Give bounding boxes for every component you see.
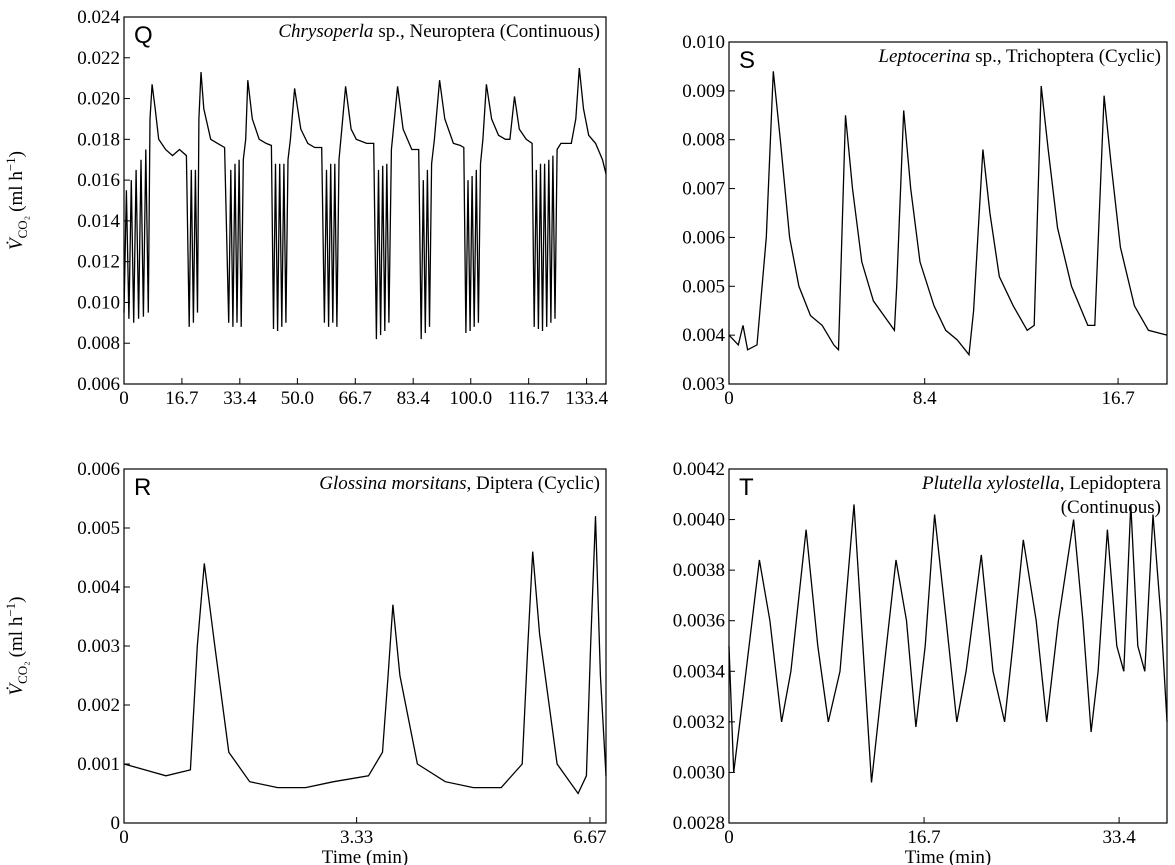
y-tick-label: 0.008: [682, 130, 725, 151]
title-text: , Diptera (Cyclic): [467, 473, 600, 494]
y-tick-label: 0.005: [77, 518, 120, 539]
x-tick-label: 16.7: [1101, 388, 1134, 409]
x-tick-label: 0: [724, 827, 734, 848]
data-line: [728, 504, 1168, 783]
title-text: sp., Trichoptera (Cyclic): [975, 46, 1161, 67]
y-label-symbol: V̇: [5, 236, 27, 250]
x-tick-label: 16.7: [907, 827, 940, 848]
y-tick-label: 0.0030: [673, 762, 725, 783]
y-label-symbol: V̇: [5, 682, 27, 696]
y-label-sub: CO₂: [15, 661, 30, 684]
y-label-end: ): [6, 151, 27, 157]
panel: 0.0028 0.0030 0.0032 0.0034 0.0036 0.0038 0.00…: [673, 459, 1168, 865]
panel-letter: S: [739, 47, 755, 74]
y-tick-label: 0.005: [682, 276, 725, 297]
y-tick-label: 0.006: [682, 227, 725, 248]
x-tick-label: 83.4: [397, 388, 431, 409]
x-tick-label: 3.33: [340, 827, 373, 848]
y-tick-label: 0.0034: [673, 661, 726, 682]
y-tick-label: 0: [111, 813, 121, 834]
y-label-sup: −1: [3, 157, 18, 171]
x-tick-label: 50.0: [281, 388, 314, 409]
y-tick-label: 0.0032: [673, 712, 725, 733]
y-tick-label: 0.0042: [673, 459, 725, 480]
y-axis-label: V̇CO₂ (ml h−1): [3, 151, 30, 250]
y-tick-label: 0.010: [77, 292, 120, 313]
x-tick-label: 0: [119, 388, 129, 409]
y-label-unit: (ml h: [6, 171, 27, 212]
data-line: [728, 71, 1168, 357]
species-name: Leptocerina: [877, 46, 970, 67]
y-tick-label: 0.002: [77, 695, 120, 716]
data-line: [123, 516, 607, 795]
plot-frame: [728, 41, 1168, 385]
y-tick-label: 0.001: [77, 754, 120, 775]
x-tick-label: 0: [119, 827, 129, 848]
x-tick-label: 0: [724, 388, 734, 409]
panel: 0.003 0.004 0.005 0.006 0.007 0.008 0.009 0.010…: [682, 32, 1168, 409]
y-tick-label: 0.007: [682, 179, 725, 200]
y-tick-label: 0.006: [77, 459, 120, 480]
species-name: Glossina morsitans: [319, 473, 466, 494]
panel-title: Chrysoperla sp., Neuroptera (Continuous): [278, 21, 600, 42]
x-tick-label: 66.7: [339, 388, 372, 409]
panel: 0.006 0.008 0.010 0.012 0.014 0.016 0.018 0.020…: [3, 7, 608, 409]
x-tick-label: 116.7: [508, 388, 550, 409]
plot-frame: [728, 468, 1168, 824]
y-tick-label: 0.0036: [673, 611, 725, 632]
plot-frame: [123, 468, 607, 824]
y-tick-label: 0.0038: [673, 560, 725, 581]
x-tick-label: 33.4: [223, 388, 257, 409]
y-tick-label: 0.004: [682, 325, 725, 346]
panel-title: Leptocerina sp., Trichoptera (Cyclic): [877, 46, 1161, 67]
y-tick-label: 0.016: [77, 170, 120, 191]
y-axis-label: V̇CO₂ (ml h−1): [3, 596, 30, 695]
x-tick-label: 8.4: [913, 388, 937, 409]
x-tick-label: 33.4: [1102, 827, 1136, 848]
species-name: Plutella xylostella: [921, 473, 1060, 494]
x-tick-label: 16.7: [165, 388, 198, 409]
data-line: [123, 67, 607, 340]
title-text: sp., Neuroptera (Continuous): [378, 21, 600, 42]
panel-title: Glossina morsitans, Diptera (Cyclic): [319, 473, 600, 494]
y-label-end: ): [6, 596, 27, 602]
panel-letter: T: [739, 474, 754, 501]
x-tick-label: 133.4: [565, 388, 608, 409]
panel-title-line2: (Continuous): [1061, 497, 1161, 518]
y-tick-label: 0.003: [77, 636, 120, 657]
y-tick-label: 0.022: [77, 48, 120, 69]
y-tick-label: 0.008: [77, 333, 120, 354]
y-tick-label: 0.003: [682, 374, 725, 395]
panel-letter: R: [134, 474, 151, 501]
y-tick-label: 0.0040: [673, 510, 725, 531]
panel-letter: Q: [134, 22, 153, 49]
panel: 0 0.001 0.002 0.003 0.004 0.005 0.006 0 3.33 6.67…: [3, 459, 607, 865]
y-tick-label: 0.009: [682, 81, 725, 102]
y-tick-label: 0.006: [77, 374, 120, 395]
y-tick-label: 0.018: [77, 129, 120, 150]
y-tick-label: 0.024: [77, 7, 120, 28]
y-tick-label: 0.020: [77, 89, 120, 110]
panel-title: Plutella xylostella, Lepidoptera: [921, 473, 1162, 494]
y-label-sub: CO₂: [15, 216, 30, 239]
y-tick-label: 0.014: [77, 211, 120, 232]
y-label-sup: −1: [3, 603, 18, 617]
y-tick-label: 0.010: [682, 32, 725, 53]
y-tick-label: 0.004: [77, 577, 120, 598]
x-axis-label: Time (min): [322, 847, 408, 865]
x-tick-label: 6.67: [573, 827, 606, 848]
y-tick-label: 0.0028: [673, 813, 725, 834]
plot-frame: [123, 16, 607, 385]
x-tick-label: 100.0: [449, 388, 492, 409]
title-text: , Lepidoptera: [1060, 473, 1162, 494]
species-name: Chrysoperla: [278, 21, 373, 42]
y-label-unit: (ml h: [6, 616, 27, 657]
x-axis-label: Time (min): [905, 847, 991, 865]
y-tick-label: 0.012: [77, 252, 120, 273]
